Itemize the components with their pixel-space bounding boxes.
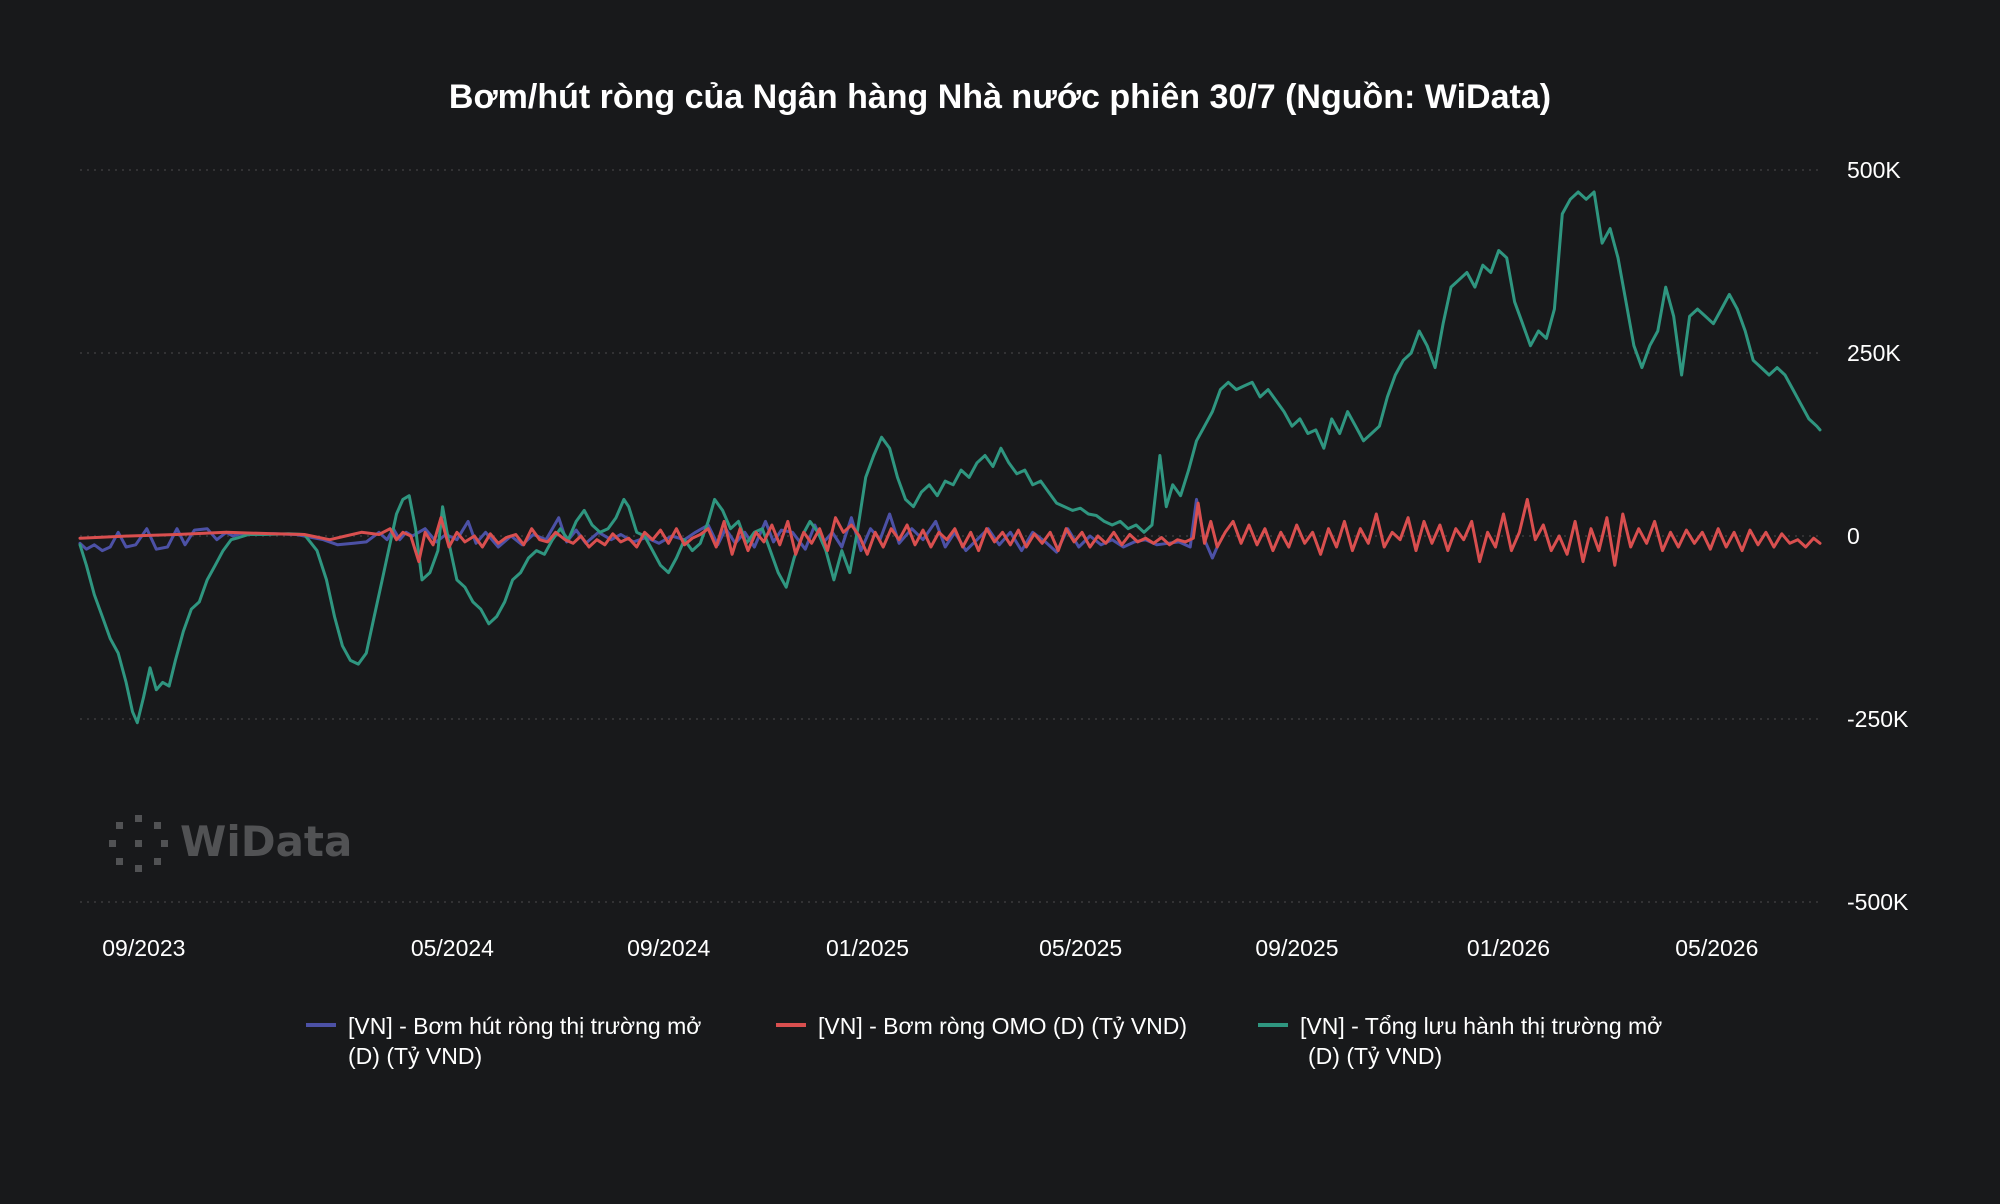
legend-label-1[interactable]: [VN] - Bơm ròng OMO (D) (Tỷ VND) <box>818 1013 1187 1039</box>
series-line-2 <box>78 190 1822 725</box>
y-tick-label: 500K <box>1847 157 1901 183</box>
chart-title: Bơm/hút ròng của Ngân hàng Nhà nước phiê… <box>449 78 1551 116</box>
x-tick-label: 05/2025 <box>1039 935 1122 961</box>
y-tick-label: -250K <box>1847 706 1909 732</box>
widata-logo-icon <box>109 815 168 872</box>
x-axis-labels: 09/2023 05/2024 09/2024 01/2025 05/2025 09/20… <box>102 935 1758 961</box>
y-axis-labels: 500K 250K 0 -250K -500K <box>1847 157 1909 915</box>
watermark: WiData <box>109 815 352 872</box>
x-tick-label: 09/2024 <box>627 935 710 961</box>
x-tick-label: 01/2025 <box>826 935 909 961</box>
x-tick-label: 09/2025 <box>1255 935 1338 961</box>
legend-label-2[interactable]: [VN] - Tổng lưu hành thị trường mở (D) (T… <box>1300 1013 1662 1069</box>
x-tick-label: 01/2026 <box>1467 935 1550 961</box>
watermark-text: WiData <box>180 817 352 866</box>
series-line-1 <box>78 497 1822 567</box>
x-tick-label: 09/2023 <box>102 935 185 961</box>
y-tick-label: -500K <box>1847 889 1909 915</box>
x-tick-label: 05/2024 <box>411 935 494 961</box>
legend-label-0[interactable]: [VN] - Bơm hút ròng thị trường mở (D) (Tỷ… <box>348 1013 701 1069</box>
x-tick-label: 05/2026 <box>1675 935 1758 961</box>
legend: [VN] - Bơm hút ròng thị trường mở (D) (Tỷ… <box>306 1013 1662 1069</box>
series-lines <box>78 190 1822 725</box>
y-tick-label: 250K <box>1847 340 1901 366</box>
y-tick-label: 0 <box>1847 523 1860 549</box>
